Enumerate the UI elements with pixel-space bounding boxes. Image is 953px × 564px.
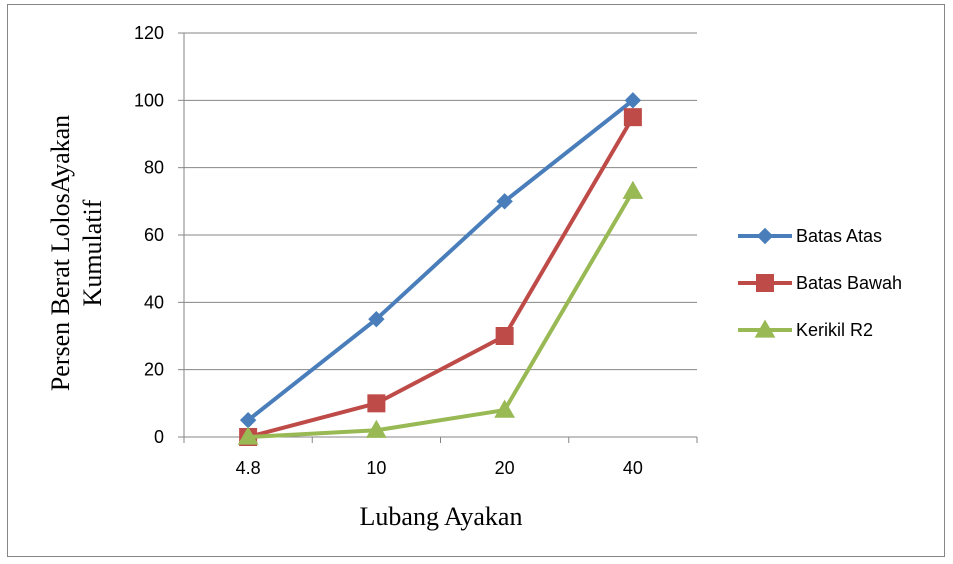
x-tick-label-20: 20 xyxy=(495,458,515,478)
legend-marker-0 xyxy=(756,227,774,245)
series-line-0 xyxy=(246,98,635,423)
legend-marker-2 xyxy=(754,319,776,338)
gridlines xyxy=(184,32,697,371)
series-2 xyxy=(237,180,644,445)
series-lines xyxy=(237,92,644,446)
data-point-s2-2 xyxy=(494,399,515,418)
y-axis-title-line-2: Kumulatif xyxy=(78,199,107,306)
legend-item-0: Batas Atas xyxy=(738,226,882,246)
y-tick-label-120: 120 xyxy=(134,23,164,43)
data-point-s2-1 xyxy=(366,419,387,438)
x-tick-label-4.8: 4.8 xyxy=(236,458,261,478)
legend: Batas Atas Batas Bawah Kerikil R2 xyxy=(738,226,902,340)
data-point-s0-3 xyxy=(624,92,642,109)
series-line-2 xyxy=(246,189,635,439)
legend-marker-1 xyxy=(756,274,774,292)
y-axis-title-line-1: Persen Berat LolosAyakan xyxy=(46,115,75,391)
y-tick-label-0: 0 xyxy=(154,427,164,447)
series-0 xyxy=(239,92,642,429)
legend-label-0: Batas Atas xyxy=(796,226,882,246)
x-axis-title: Lubang Ayakan xyxy=(360,502,523,531)
data-point-s2-3 xyxy=(622,180,644,199)
x-tick-label-40: 40 xyxy=(623,458,643,478)
data-point-s1-2 xyxy=(495,327,514,345)
y-tick-labels: 0 20 40 60 80 100 120 xyxy=(134,23,164,447)
data-point-s1-1 xyxy=(367,394,386,413)
series-1 xyxy=(239,108,642,446)
legend-item-2: Kerikil R2 xyxy=(738,319,873,340)
series-line-1 xyxy=(246,115,635,439)
x-tick-labels: 4.8 10 20 40 xyxy=(236,458,643,478)
legend-label-1: Batas Bawah xyxy=(796,273,902,293)
y-tick-label-100: 100 xyxy=(134,90,164,110)
legend-label-2: Kerikil R2 xyxy=(796,320,873,340)
x-tick-label-10: 10 xyxy=(366,458,386,478)
chart-frame xyxy=(7,4,945,557)
legend-item-1: Batas Bawah xyxy=(738,273,902,293)
data-point-s0-2 xyxy=(496,193,513,210)
y-tick-label-20: 20 xyxy=(144,360,164,380)
axes xyxy=(178,32,698,443)
data-point-s1-3 xyxy=(623,108,642,127)
data-point-s2-0 xyxy=(237,426,259,445)
y-tick-label-80: 80 xyxy=(144,158,164,178)
y-tick-label-40: 40 xyxy=(144,292,164,312)
y-tick-label-60: 60 xyxy=(144,225,164,245)
data-point-s0-1 xyxy=(368,310,385,328)
